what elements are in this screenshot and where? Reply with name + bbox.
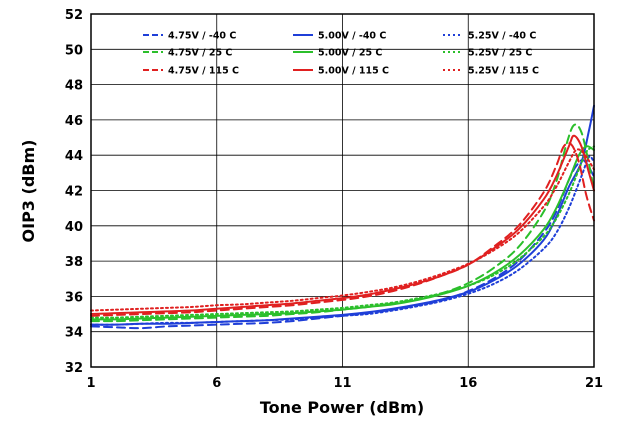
y-tick-label-6: 44 (65, 149, 83, 164)
plot-area-frame (90, 13, 595, 368)
legend-label-6: 4.75V / 115 C (168, 66, 239, 77)
legend: 4.75V / -40 C 4.75V / 25 C 4.75V / 115 C 5.… (143, 31, 539, 77)
legend-label-4: 5.00V / 25 C (318, 48, 382, 59)
y-tick-label-4: 40 (65, 220, 83, 235)
legend-label-1: 5.00V / -40 C (318, 31, 386, 42)
x-tick-label-0: 1 (86, 376, 95, 391)
y-axis-title: OIP3 (dBm) (19, 140, 38, 243)
y-tick-label-10: 52 (65, 8, 83, 23)
x-tick-label-2: 11 (333, 376, 351, 391)
legend-label-0: 4.75V / -40 C (168, 31, 236, 42)
series-line-2 (90, 155, 595, 326)
series-line-6 (90, 142, 595, 317)
legend-label-7: 5.00V / 115 C (318, 66, 389, 77)
x-tick-label-1: 6 (212, 376, 221, 391)
y-tick-label-3: 38 (65, 255, 83, 270)
series-line-5 (90, 145, 595, 319)
y-tick-label-9: 50 (65, 43, 83, 58)
series-line-7 (90, 134, 595, 316)
y-tick-label-0: 32 (65, 361, 83, 376)
legend-label-8: 5.25V / 115 C (468, 66, 539, 77)
y-tick-labels: 32 34 36 38 40 42 44 46 48 50 52 (65, 8, 83, 376)
series-line-4 (90, 145, 595, 321)
y-tick-label-7: 46 (65, 114, 83, 129)
y-tick-label-5: 42 (65, 185, 83, 200)
series-lines (90, 104, 595, 330)
x-tick-label-4: 21 (585, 376, 603, 391)
series-line-1 (90, 104, 595, 326)
x-tick-label-3: 16 (459, 376, 477, 391)
legend-label-3: 4.75V / 25 C (168, 48, 232, 59)
y-tick-label-8: 48 (65, 79, 83, 94)
x-axis-title: Tone Power (dBm) (260, 398, 424, 417)
legend-label-5: 5.25V / 25 C (468, 48, 532, 59)
x-tick-labels: 1 6 11 16 21 (86, 376, 603, 391)
series-line-8 (90, 148, 595, 312)
y-tick-label-1: 34 (65, 326, 83, 341)
legend-label-2: 5.25V / -40 C (468, 31, 536, 42)
y-tick-label-2: 36 (65, 290, 83, 305)
